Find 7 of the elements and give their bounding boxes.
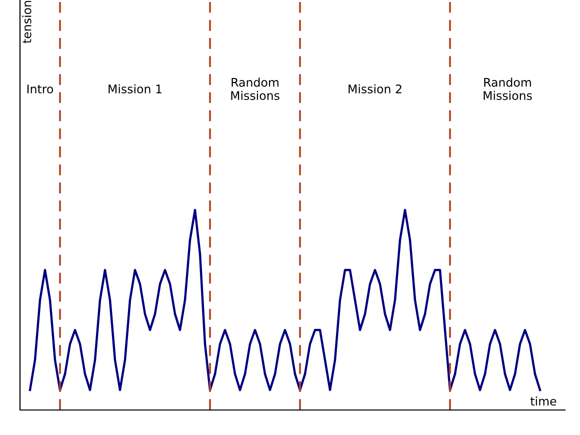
text: Mission 2 [348,84,402,94]
text: Mission 1 [108,84,162,94]
x-axis-title: time [530,396,556,406]
text: Random Missions [231,78,280,100]
text: Intro [27,84,54,94]
text: Random Missions [484,78,532,100]
text: tension [22,1,32,44]
